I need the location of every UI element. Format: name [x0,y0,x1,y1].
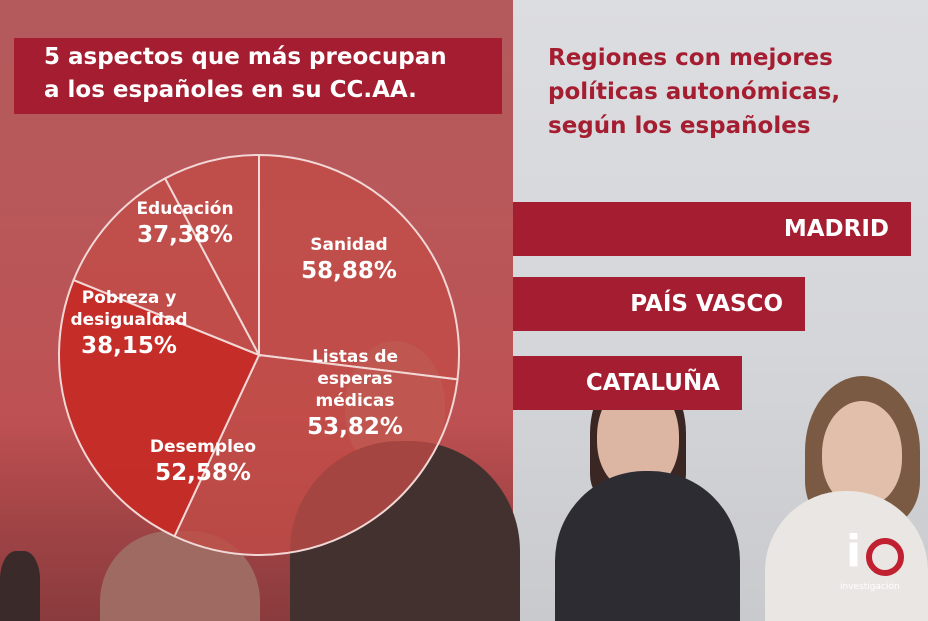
pie-slice-value: 37,38% [137,222,233,248]
logo-ring-icon [866,538,904,576]
logo-mark: i [846,526,862,577]
pie-slice-sanidad [258,153,460,381]
pie-slice-label: Listas de [312,347,398,367]
regions-title-line-2: políticas autonómicas, [548,79,841,105]
regions-title-line-1: Regiones con mejores [548,45,833,71]
region-bar-madrid: MADRID [513,202,911,256]
person-silhouette [0,551,40,621]
io-investigacion-logo: i investigación [840,530,920,600]
region-label: MADRID [783,216,889,242]
person-silhouette [555,471,740,621]
pie-slice-listas-de-esperas-m-dicas [173,353,459,556]
pie-slice-value: 52,58% [155,460,251,486]
pie-slice-pobreza-y-desigualdad [72,177,262,357]
person-head [822,401,902,506]
regions-title-line-3: según los españoles [548,113,811,139]
region-bar-pais-vasco: PAÍS VASCO [513,277,805,331]
pie-slice-desempleo [58,278,261,538]
pie-slice-value: 53,82% [307,414,403,440]
pie-slice-educaci-n [163,153,260,356]
chart-title-line-1: 5 aspectos que más preocupan [44,44,447,70]
pie-slice-label: desigualdad [70,310,187,330]
left-title-banner [14,38,502,114]
pie-slice-label: médicas [316,391,395,411]
region-bar-cataluna: CATALUÑA [513,356,742,410]
pie-slice-label: Educación [136,199,233,219]
pie-slice-value: 38,15% [81,333,177,359]
region-label: PAÍS VASCO [630,291,783,317]
pie-slice-label: Pobreza y [82,288,177,308]
pie-slice-label: Desempleo [150,437,256,457]
pie-slice-label: esperas [317,369,392,389]
logo-subtitle: investigación [840,582,900,592]
pie-slice-value: 58,88% [301,258,397,284]
chart-title-line-2: a los españoles en su CC.AA. [44,77,417,103]
pie-slice-label: Sanidad [310,235,387,255]
region-label: CATALUÑA [585,370,720,396]
